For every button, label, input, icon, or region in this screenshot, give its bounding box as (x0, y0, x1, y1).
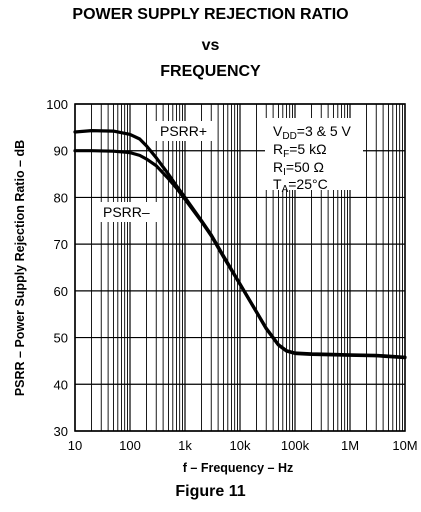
x-axis-label: f – Frequency – Hz (183, 461, 293, 475)
conditions-background (265, 118, 363, 190)
condition-vdd: VDD=3 & 5 V (273, 123, 352, 142)
x-tick-label: 10 (68, 438, 82, 453)
condition-ta: TA=25°C (273, 176, 328, 195)
x-tick-label: 10M (392, 438, 417, 453)
x-tick-label: 100 (119, 438, 141, 453)
conditions-box: VDD=3 & 5 V RF=5 kΩ RI=50 Ω TA=25°C (265, 118, 363, 195)
x-tick-label: 1k (178, 438, 192, 453)
y-tick-label: 80 (54, 190, 68, 205)
tick-labels: 10 100 1k 10k 100k 1M 10M 30 40 50 60 70 80 90 100 (46, 97, 417, 453)
label-background-psrr-plus (154, 121, 214, 141)
series-line-psrr-minus (73, 149, 407, 360)
plot-frame (74, 103, 406, 432)
y-tick-label: 70 (54, 237, 68, 252)
y-axis-label: PSRR – Power Supply Rejection Ratio – dB (13, 140, 27, 396)
y-tick-label: 50 (54, 331, 68, 346)
y-tick-label: 100 (46, 97, 68, 112)
chart-title-line3: FREQUENCY (160, 63, 261, 80)
condition-ri: RI=50 Ω (273, 159, 324, 178)
chart-title-line2: vs (201, 37, 220, 54)
condition-rf: RF=5 kΩ (273, 141, 327, 160)
axes (74, 103, 406, 432)
series-label-psrr-minus: PSRR– (103, 204, 150, 220)
chart-title-line1: POWER SUPPLY REJECTION RATIO (72, 6, 349, 23)
label-background-psrr-minus (98, 202, 158, 222)
y-tick-label: 30 (54, 424, 68, 439)
x-tick-label: 10k (230, 438, 251, 453)
y-tick-label: 90 (54, 144, 68, 159)
curves (73, 129, 407, 360)
figure-caption: Figure 11 (175, 483, 246, 500)
series-label-psrr-plus: PSRR+ (160, 123, 207, 139)
y-tick-label: 40 (54, 377, 68, 392)
y-tick-label: 60 (54, 284, 68, 299)
x-tick-label: 1M (341, 438, 359, 453)
x-tick-label: 100k (281, 438, 310, 453)
